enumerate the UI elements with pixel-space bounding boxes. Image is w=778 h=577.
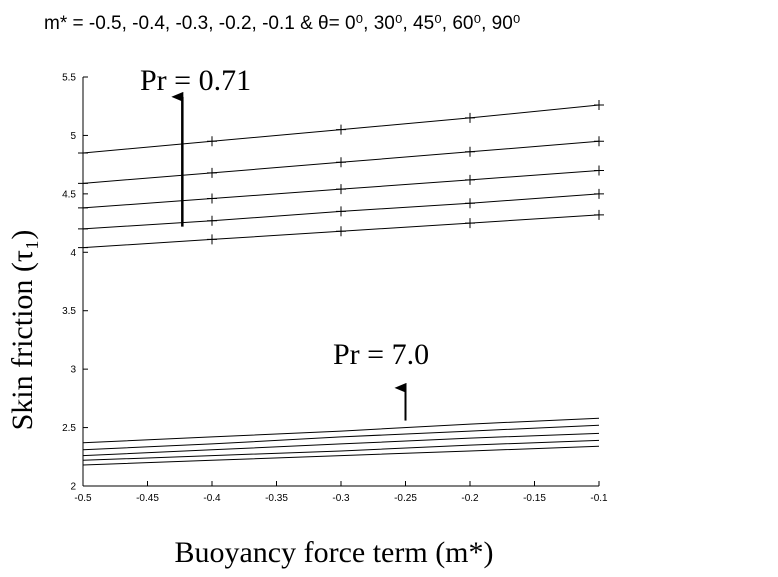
data-point-marker (207, 167, 217, 178)
x-axis-label: Buoyancy force term (m*) (174, 536, 493, 569)
x-tick-label: -0.45 (136, 493, 159, 504)
data-point-marker (78, 178, 88, 189)
data-point-marker (465, 112, 475, 123)
data-point-marker (336, 124, 346, 135)
y-tick-label: 2 (70, 482, 76, 493)
axes (82, 77, 599, 487)
data-point-marker (594, 188, 604, 199)
pr-071-label: Pr = 0.71 (140, 64, 251, 97)
data-point-marker (465, 146, 475, 157)
x-axis-ticks: -0.5 -0.45 -0.4 -0.35 -0.3 -0.25 -0.2 -0.15 -0.1 (74, 481, 608, 504)
data-point-marker (78, 242, 88, 253)
data-point-marker (336, 206, 346, 217)
data-point-marker (594, 165, 604, 176)
x-tick-label: -0.25 (394, 493, 417, 504)
plot-area: -0.5 -0.45 -0.4 -0.35 -0.3 -0.25 -0.2 -0.15 -0.1… (62, 64, 608, 504)
x-tick-label: -0.15 (523, 493, 546, 504)
pr-70-label: Pr = 7.0 (333, 338, 429, 371)
data-point-marker (336, 226, 346, 237)
y-tick-label: 5 (70, 131, 76, 142)
x-tick-label: -0.35 (265, 493, 288, 504)
x-tick-label: -0.4 (203, 493, 221, 504)
data-point-marker (207, 193, 217, 204)
y-tick-label: 3 (70, 365, 76, 376)
y-axis-label: Skin friction (τ₁) (6, 230, 39, 431)
y-tick-label: 4.5 (62, 189, 76, 200)
series-line-7 (82, 439, 600, 461)
data-point-marker (336, 157, 346, 168)
series-line-6 (82, 445, 600, 466)
series-markers (78, 100, 604, 253)
data-point-marker (594, 209, 604, 220)
data-point-marker (207, 234, 217, 245)
data-point-marker (78, 202, 88, 213)
y-tick-label: 5.5 (62, 73, 76, 84)
y-axis-ticks: 2 2.5 3 3.5 4 4.5 5 5.5 (62, 73, 88, 493)
series-line-8 (82, 432, 600, 457)
data-point-marker (78, 147, 88, 158)
data-point-marker (207, 215, 217, 226)
data-point-marker (465, 198, 475, 209)
x-tick-label: -0.1 (590, 493, 608, 504)
y-tick-label: 3.5 (62, 306, 76, 317)
y-tick-label: 4 (70, 248, 76, 259)
annotations: Pr = 0.71 Pr = 7.0 (140, 64, 429, 421)
data-point-marker (594, 136, 604, 147)
data-point-marker (465, 174, 475, 185)
data-point-marker (465, 218, 475, 229)
series-line-9 (82, 424, 600, 451)
series-line-10 (82, 417, 600, 444)
data-point-marker (594, 100, 604, 111)
y-tick-label: 2.5 (62, 423, 76, 434)
x-tick-label: -0.2 (461, 493, 479, 504)
chart-caption: m* = -0.5, -0.4, -0.3, -0.2, -0.1 & θ= 0… (44, 13, 520, 34)
data-point-marker (336, 184, 346, 195)
data-point-marker (207, 136, 217, 147)
data-point-marker (78, 223, 88, 234)
x-tick-label: -0.3 (332, 493, 350, 504)
x-tick-label: -0.5 (74, 493, 92, 504)
